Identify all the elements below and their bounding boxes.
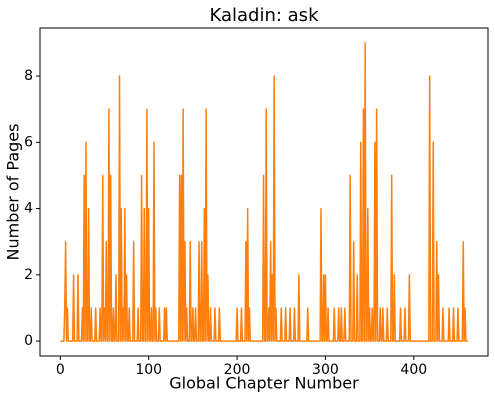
y-tick-label: 2 — [24, 267, 33, 283]
y-tick-label: 0 — [24, 333, 33, 349]
data-line — [60, 42, 468, 342]
x-tick-label: 300 — [312, 362, 339, 378]
y-tick-label: 6 — [24, 134, 33, 150]
x-tick-label: 0 — [56, 362, 65, 378]
chart-title: Kaladin: ask — [209, 5, 319, 26]
x-tick-label: 100 — [135, 362, 162, 378]
y-axis-label: Number of Pages — [4, 124, 23, 261]
y-tick-label: 8 — [24, 68, 33, 84]
plot-frame — [39, 27, 489, 357]
y-tick-label: 4 — [24, 201, 33, 217]
x-tick-label: 400 — [400, 362, 427, 378]
x-tick-label: 200 — [224, 362, 251, 378]
x-axis-label: Global Chapter Number — [169, 374, 359, 393]
